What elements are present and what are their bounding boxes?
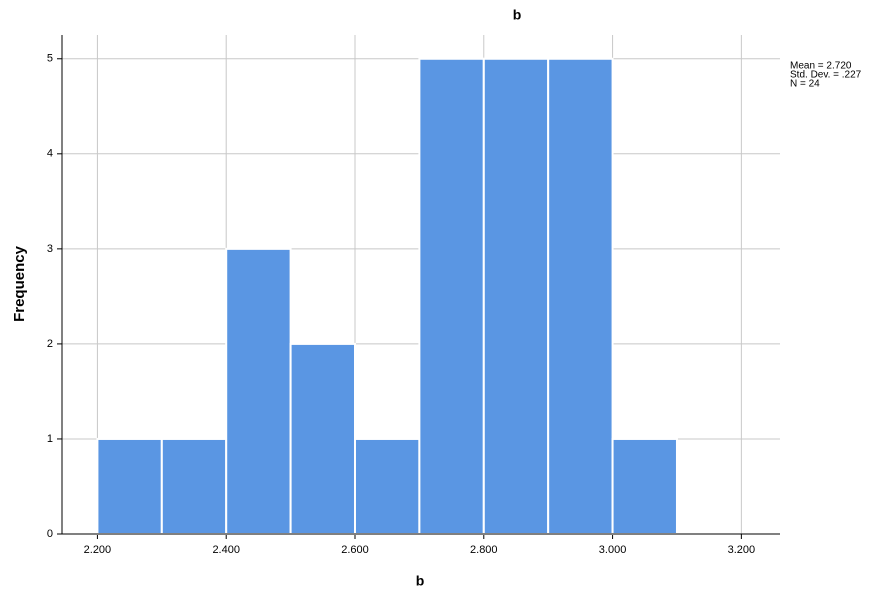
bar: [611, 437, 678, 536]
y-axis-label: Frequency: [11, 245, 28, 322]
bar: [482, 57, 550, 536]
stat-annotation: Std. Dev. = .227: [790, 70, 862, 81]
stat-annotation: Mean = 2.720: [790, 61, 852, 72]
y-tick-label: 4: [47, 148, 53, 160]
bar: [547, 57, 614, 536]
x-tick-label: 2.400: [212, 544, 240, 556]
bar: [289, 342, 356, 535]
stat-annotation: N = 24: [790, 79, 820, 90]
bar: [353, 437, 421, 536]
x-tick-label: 2.800: [470, 544, 498, 556]
bar: [225, 247, 292, 535]
x-tick-label: 3.000: [599, 544, 627, 556]
chart-title: b: [513, 7, 522, 23]
y-tick-label: 1: [47, 433, 53, 445]
x-tick-label: 3.200: [728, 544, 756, 556]
x-tick-label: 2.200: [84, 544, 112, 556]
x-tick-label: 2.600: [341, 544, 369, 556]
bar: [160, 437, 228, 536]
y-tick-label: 0: [47, 528, 53, 540]
y-tick-label: 5: [47, 53, 53, 65]
y-tick-label: 2: [47, 338, 53, 350]
x-axis-label: b: [416, 573, 425, 589]
bar: [418, 57, 485, 536]
y-tick-label: 3: [47, 243, 53, 255]
bar: [96, 437, 163, 536]
